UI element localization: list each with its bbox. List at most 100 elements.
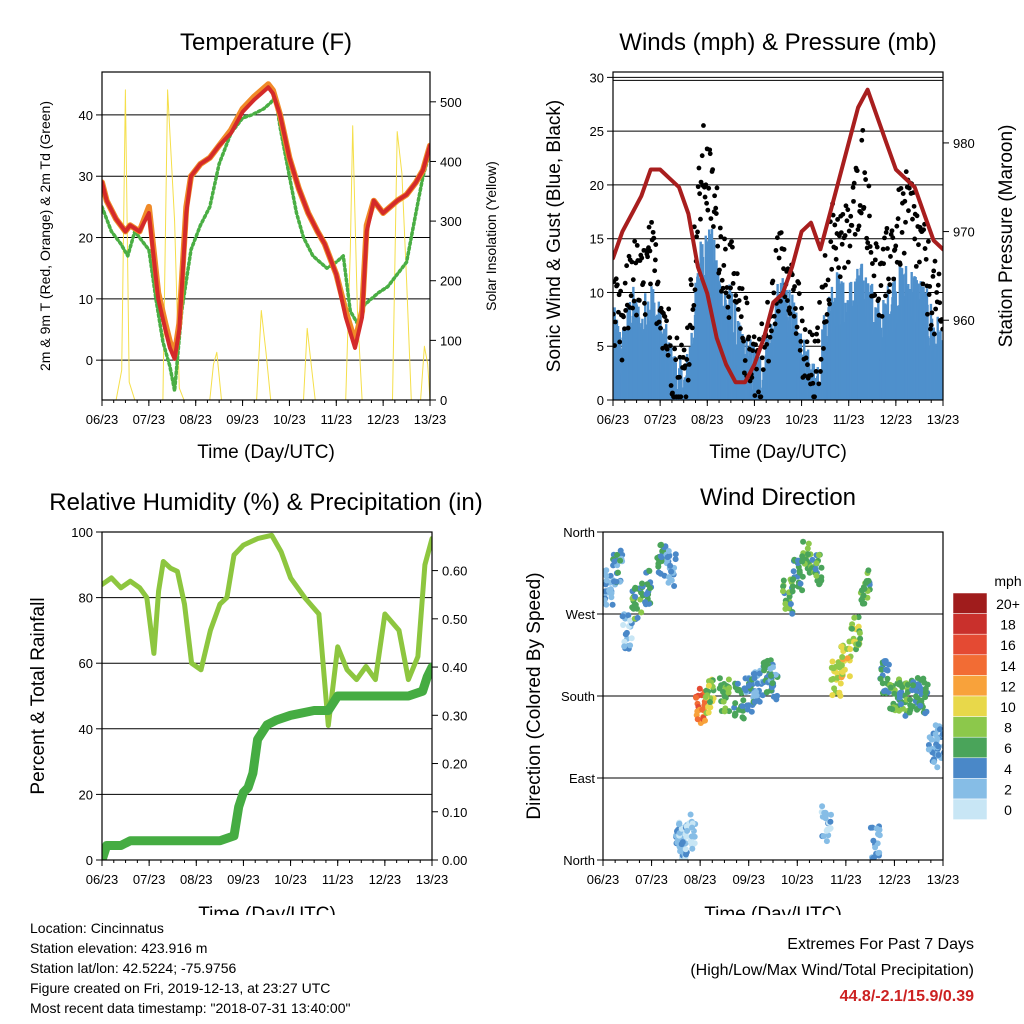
direction-point (694, 708, 701, 715)
gust-point (808, 372, 814, 378)
gust-point (802, 373, 808, 379)
direction-point (632, 593, 639, 600)
direction-point (689, 824, 695, 831)
direction-point (789, 610, 796, 617)
gust-point (770, 278, 776, 284)
gust-point (741, 338, 746, 344)
gust-point (843, 203, 849, 209)
gust-point (898, 185, 904, 191)
direction-point (706, 678, 712, 685)
plot-area (613, 87, 943, 400)
direction-point (725, 676, 732, 683)
gust-point (886, 276, 891, 282)
direction-point (753, 692, 760, 699)
gust-point (813, 369, 819, 374)
x-tick-label: 13/23 (416, 872, 449, 887)
direction-point (925, 746, 932, 753)
gust-point (624, 263, 630, 269)
direction-point (770, 664, 776, 671)
direction-point (799, 553, 806, 560)
gust-point (902, 198, 908, 204)
y2-tick-label: 100 (440, 333, 462, 348)
direction-point (857, 635, 864, 642)
direction-point (813, 560, 820, 567)
x-tick-label: 06/23 (86, 872, 119, 887)
legend-label: 8 (1004, 720, 1012, 736)
gust-point (810, 380, 816, 386)
gust-point (703, 182, 709, 188)
plot-frame (101, 531, 433, 861)
gust-point (849, 223, 855, 228)
direction-point (628, 635, 635, 642)
gust-point (812, 394, 817, 400)
direction-point (860, 592, 867, 599)
direction-point (931, 759, 937, 765)
gust-point (887, 282, 893, 288)
direction-point (705, 682, 712, 689)
y-tick-label: 30 (79, 169, 93, 184)
direction-point (889, 706, 896, 713)
y2-tick-label: 970 (953, 225, 975, 240)
direction-point (827, 818, 834, 825)
direction-point (823, 838, 830, 845)
y2-tick-label: 0.50 (442, 612, 467, 627)
gust-point (613, 319, 618, 325)
gust-point (903, 219, 908, 225)
direction-point (882, 660, 889, 667)
gust-point (890, 235, 896, 241)
gust-point (666, 306, 672, 312)
gust-point (878, 283, 884, 288)
direction-point (694, 716, 701, 723)
direction-point (740, 715, 747, 722)
gust-point (751, 334, 757, 340)
gust-point (912, 236, 918, 242)
direction-point (720, 698, 727, 705)
gust-point (781, 247, 787, 252)
gust-point (634, 243, 640, 248)
direction-point (939, 731, 943, 738)
direction-point (634, 614, 641, 621)
gust-point (775, 308, 781, 314)
direction-point (702, 694, 709, 700)
legend-swatch (952, 778, 988, 800)
solar-insolation-line (115, 89, 430, 400)
gust-point (793, 306, 798, 311)
legend-swatch (952, 633, 988, 656)
gust-point (639, 255, 645, 261)
plot-area (102, 81, 430, 400)
direction-point (608, 594, 615, 601)
gust-point (725, 304, 731, 310)
direction-point (611, 578, 617, 585)
gust-point (876, 296, 882, 302)
direction-point (922, 694, 929, 701)
gust-point (771, 290, 777, 296)
gust-point (717, 225, 723, 231)
gust-point (823, 319, 829, 324)
gust-point (672, 346, 678, 352)
gust-point (758, 394, 764, 400)
x-axis-label: Time (Day/UTC) (197, 442, 335, 463)
direction-point (780, 588, 786, 595)
gust-point (765, 299, 770, 305)
gust-point (625, 325, 631, 331)
gust-point (903, 169, 909, 175)
gust-point (796, 291, 802, 297)
direction-point (884, 675, 891, 682)
direction-point (828, 664, 835, 671)
direction-point (621, 643, 628, 650)
direction-point (800, 538, 807, 545)
gust-point (613, 343, 617, 348)
gust-point (681, 347, 687, 353)
station-location: Location: Cincinnatus (30, 920, 164, 936)
gust-point (796, 280, 802, 286)
gust-point (936, 271, 942, 277)
gust-point (631, 298, 637, 304)
direction-point (913, 693, 919, 700)
y-tick-label: 100 (71, 525, 93, 540)
gust-point (940, 326, 943, 332)
x-tick-label: 11/23 (322, 872, 354, 887)
gust-point (735, 307, 741, 312)
x-axis-label: Time (Day/UTC) (198, 904, 336, 915)
gust-point (826, 297, 832, 303)
gust-point (692, 287, 698, 293)
